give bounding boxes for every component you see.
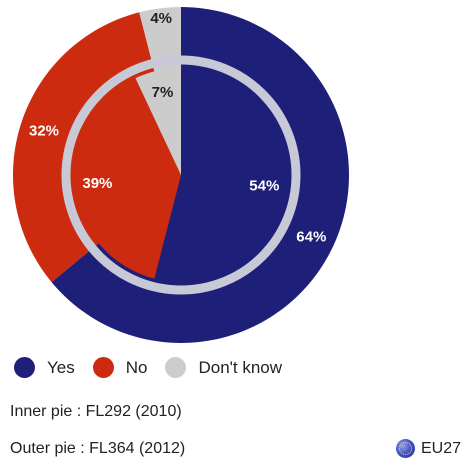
legend-swatch-yes xyxy=(14,357,35,378)
legend-label-dont-know: Don't know xyxy=(198,357,283,377)
inner-slice-no xyxy=(73,78,181,279)
legend-swatch-dont-know xyxy=(165,357,187,378)
outer-label-dont-know: 4% xyxy=(150,10,172,27)
globe-icon xyxy=(396,439,415,458)
legend: Yes No Don't know xyxy=(14,357,300,378)
inner-label-dont-know: 7% xyxy=(152,84,174,101)
legend-swatch-no xyxy=(92,357,114,378)
inner-pie-note: Inner pie : FL292 (2010) xyxy=(10,403,182,420)
inner-label-no: 39% xyxy=(82,175,112,192)
legend-item-no: No xyxy=(92,357,148,378)
legend-item-yes: Yes xyxy=(14,357,75,378)
legend-label-no: No xyxy=(125,357,148,377)
divider-ring xyxy=(61,55,301,295)
outer-label-no: 32% xyxy=(29,123,59,140)
divider-ring-circle xyxy=(61,55,301,295)
inner-slice-dont-know xyxy=(135,67,181,175)
inner-pie xyxy=(73,67,288,283)
inner-slice-yes xyxy=(154,68,288,283)
outer-pie-note: Outer pie : FL364 (2012) xyxy=(10,440,186,457)
eu27-label: EU27 xyxy=(421,439,462,457)
slice-labels: 64% 32% 4% 54% 39% 7% xyxy=(29,10,326,245)
outer-label-yes: 64% xyxy=(296,228,326,245)
legend-item-dont-know: Don't know xyxy=(165,357,282,378)
legend-label-yes: Yes xyxy=(47,357,75,377)
pie-chart: 64% 32% 4% 54% 39% 7% xyxy=(12,7,349,344)
inner-label-yes: 54% xyxy=(249,178,279,195)
eu27-badge: EU27 xyxy=(396,439,461,458)
